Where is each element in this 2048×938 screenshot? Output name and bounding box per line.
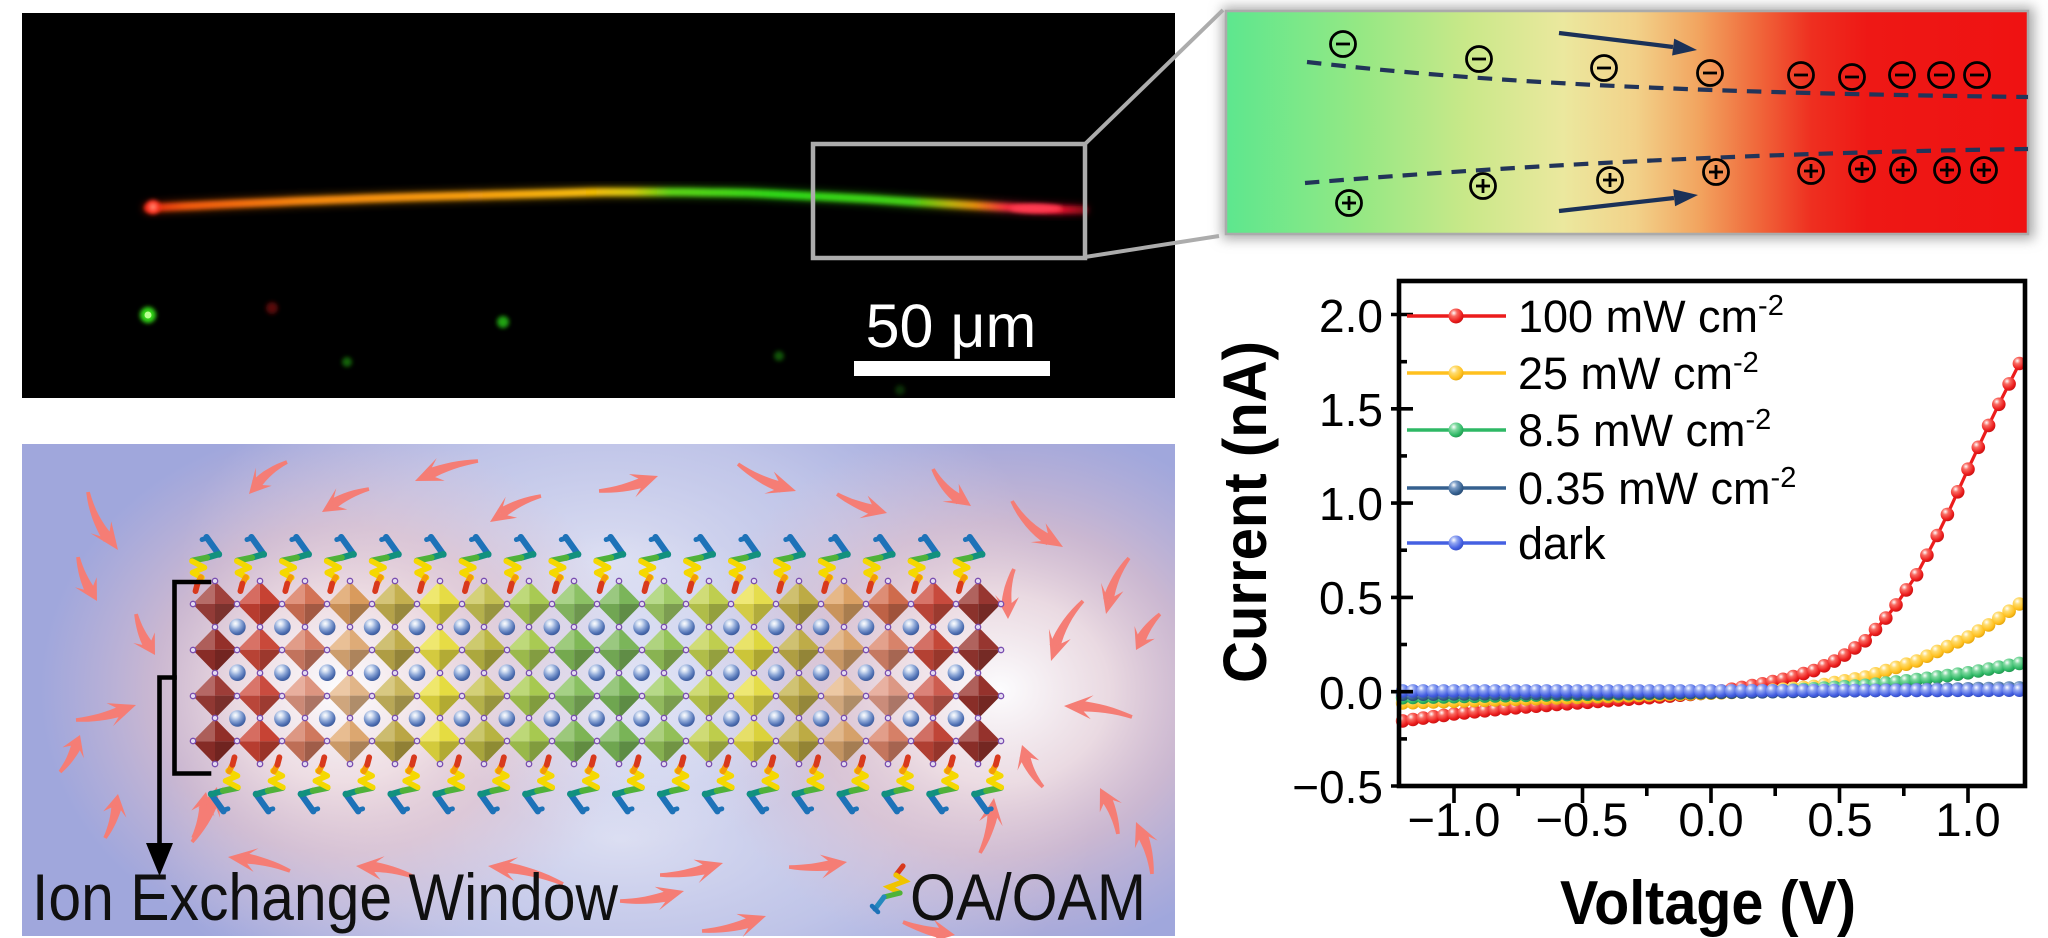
svg-text:−0.5: −0.5 [1292,761,1383,813]
svg-text:0.0: 0.0 [1678,793,1743,846]
svg-text:OA/OAM: OA/OAM [910,860,1146,934]
svg-text:8.5 mW cm-2: 8.5 mW cm-2 [1518,404,1771,456]
svg-text:0.5: 0.5 [1319,572,1383,624]
svg-text:0.0: 0.0 [1319,667,1383,719]
svg-text:1.0: 1.0 [1319,478,1383,530]
svg-text:100 mW cm-2: 100 mW cm-2 [1518,290,1784,342]
svg-text:1.0: 1.0 [1935,793,2000,846]
svg-text:0.35 mW cm-2: 0.35 mW cm-2 [1518,462,1796,514]
svg-text:0.5: 0.5 [1807,793,1872,846]
svg-text:2.0: 2.0 [1319,290,1383,342]
svg-text:−1.0: −1.0 [1408,793,1501,846]
svg-text:25 mW cm-2: 25 mW cm-2 [1518,347,1759,399]
svg-text:1.5: 1.5 [1319,384,1383,436]
svg-text:Current (nA): Current (nA) [1211,341,1279,683]
svg-text:50 μm: 50 μm [866,292,1037,360]
svg-text:Ion Exchange Window: Ion Exchange Window [32,860,618,934]
svg-text:dark: dark [1518,518,1606,569]
svg-text:Voltage (V): Voltage (V) [1560,869,1856,938]
svg-text:−0.5: −0.5 [1536,793,1629,846]
